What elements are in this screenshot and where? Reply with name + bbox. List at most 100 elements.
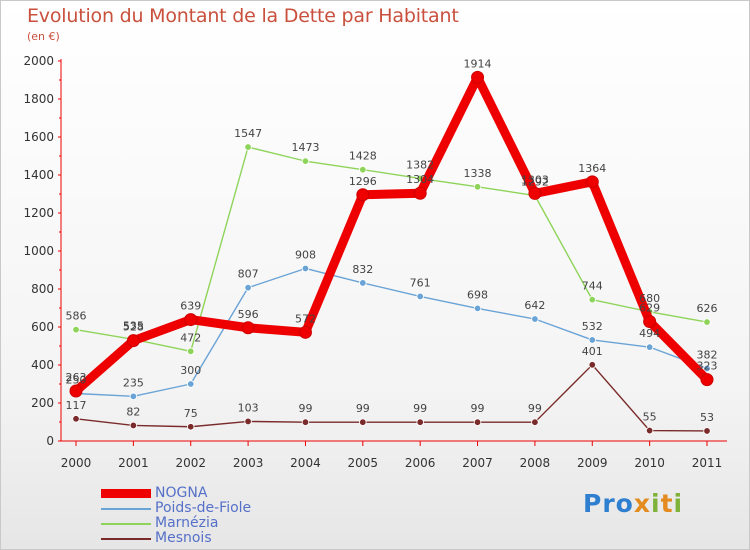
data-point [473, 183, 482, 191]
data-label: 103 [238, 401, 259, 414]
data-label: 55 [643, 411, 657, 424]
legend-swatch [101, 508, 151, 510]
data-point [184, 313, 198, 327]
data-point [298, 325, 312, 339]
series-line-marn-zia [75, 146, 708, 353]
x-tick-label: 2011 [692, 456, 723, 470]
data-point [301, 157, 310, 165]
data-point [126, 334, 140, 348]
data-point [301, 264, 310, 273]
data-label: 99 [298, 402, 312, 415]
data-label: 680 [639, 292, 660, 305]
x-tick-label: 2008 [520, 456, 551, 470]
chart-title: Evolution du Montant de la Dette par Hab… [27, 5, 459, 27]
data-label: 99 [471, 402, 485, 415]
legend-swatch [101, 489, 151, 498]
chart-legend: NOGNA Poids-de-Fiole Marnézia Mesnois [101, 485, 401, 546]
data-label: 1382 [406, 158, 434, 171]
legend-swatch [101, 538, 151, 540]
x-tick-label: 2001 [118, 456, 149, 470]
data-point [301, 418, 310, 426]
data-point [356, 188, 370, 202]
data-label: 323 [697, 360, 718, 373]
data-point [187, 423, 195, 431]
data-label: 1473 [291, 141, 319, 154]
data-point [531, 418, 539, 426]
data-point [588, 295, 596, 304]
data-point [187, 380, 195, 388]
legend-label: Marnézia [155, 515, 219, 531]
data-point [416, 292, 424, 301]
y-tick-label: 1400 [23, 168, 54, 182]
data-point [585, 175, 599, 189]
data-label: 1364 [578, 162, 606, 175]
data-label: 99 [528, 402, 542, 415]
data-label: 1914 [464, 57, 492, 70]
data-label: 235 [123, 376, 144, 389]
data-label: 698 [467, 288, 488, 301]
series-line-mesnois [75, 364, 708, 432]
data-point [703, 318, 711, 326]
logo-letter: P [583, 489, 603, 518]
data-label: 1292 [521, 176, 549, 189]
y-tick-label: 800 [31, 282, 54, 296]
legend-item: NOGNA [101, 485, 401, 501]
data-label: 300 [180, 364, 201, 377]
logo-letter: t [660, 489, 674, 518]
y-tick-label: 600 [31, 320, 54, 334]
x-tick-label: 2000 [61, 456, 92, 470]
legend-label: Poids-de-Fiole [155, 500, 252, 516]
data-point [359, 165, 367, 174]
data-point [473, 304, 482, 313]
data-point [645, 343, 654, 351]
data-point [703, 427, 711, 435]
x-tick-label: 2005 [348, 456, 379, 470]
data-point [241, 321, 255, 335]
legend-item: Poids-de-Fiole [101, 500, 401, 516]
data-label: 908 [295, 248, 316, 261]
legend-swatch [101, 523, 151, 525]
data-label: 832 [352, 263, 373, 276]
data-label: 586 [66, 310, 87, 323]
data-point [643, 314, 657, 328]
data-point [69, 384, 83, 398]
legend-item: Mesnois [101, 530, 401, 546]
data-point [359, 279, 367, 287]
data-point [588, 336, 596, 344]
proxiti-logo: Proxiti [583, 489, 683, 518]
data-point [588, 361, 596, 369]
data-point [703, 364, 711, 373]
data-label: 53 [700, 411, 714, 424]
data-label: 528 [123, 321, 144, 334]
data-point [700, 373, 714, 387]
y-tick-label: 1200 [23, 206, 54, 220]
data-label: 629 [639, 301, 660, 314]
logo-letter: r [602, 489, 616, 518]
data-label: 75 [184, 407, 198, 420]
legend-label: Mesnois [155, 530, 212, 546]
y-tick-label: 2000 [23, 54, 54, 68]
y-tick-label: 1000 [23, 244, 54, 258]
data-point [473, 418, 482, 426]
data-label: 382 [697, 348, 718, 361]
data-point [129, 421, 138, 430]
data-label: 1428 [349, 150, 377, 163]
data-label: 807 [238, 268, 259, 281]
data-label: 250 [66, 374, 87, 387]
data-label: 82 [126, 405, 140, 418]
data-label: 761 [410, 276, 431, 289]
data-point [359, 418, 367, 426]
logo-letter: i [651, 489, 661, 518]
data-point [244, 143, 252, 151]
chart-subtitle: (en €) [27, 30, 60, 43]
data-point [528, 186, 542, 200]
data-label: 744 [582, 280, 603, 293]
x-tick-label: 2006 [405, 456, 436, 470]
series-line-nogna [71, 72, 712, 396]
logo-letter: i [673, 489, 684, 518]
x-tick-label: 2004 [290, 456, 321, 470]
data-label: 535 [123, 319, 144, 332]
data-label: 572 [295, 312, 316, 325]
